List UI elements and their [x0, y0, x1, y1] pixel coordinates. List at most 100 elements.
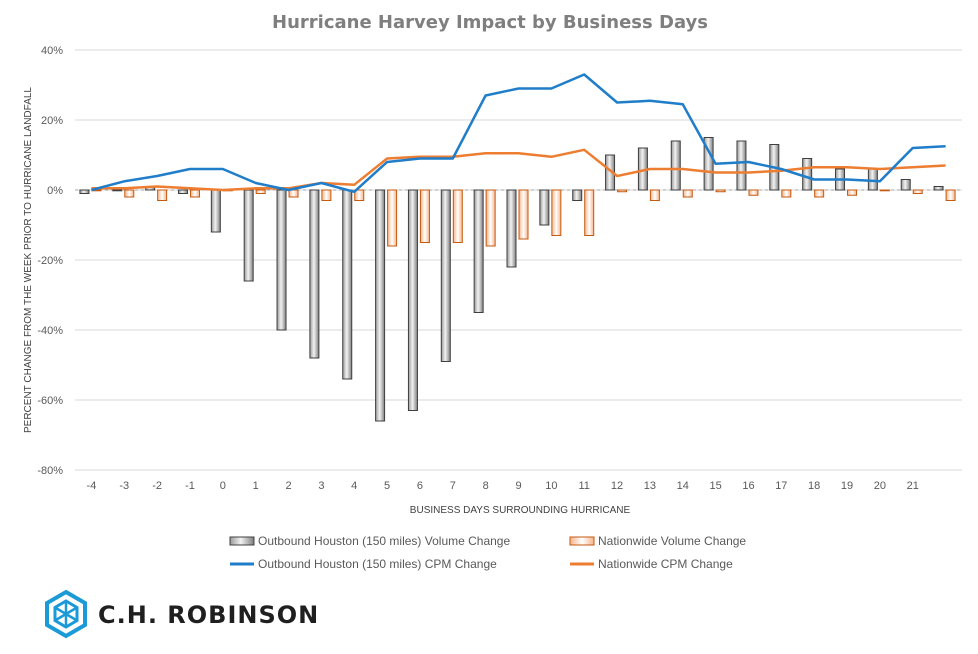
bar-houston-volume [342, 189, 353, 380]
x-tick-label: 13 [644, 480, 656, 492]
bar-houston-volume [506, 189, 517, 268]
bar-nationwide-volume [617, 189, 628, 193]
x-tick-label: 3 [318, 480, 324, 492]
x-tick-label: 11 [578, 480, 589, 492]
bar-nationwide-volume [584, 189, 595, 236]
bar-houston-volume [933, 186, 944, 191]
x-tick-label: -1 [185, 480, 195, 492]
x-tick-label: 17 [775, 480, 787, 492]
x-tick-label: 18 [808, 480, 820, 492]
y-tick-label: -20% [37, 255, 63, 267]
logo-mark-icon [45, 589, 87, 639]
bar-houston-volume [670, 140, 681, 191]
x-tick-label: 7 [450, 480, 456, 492]
x-tick-label: 2 [285, 480, 291, 492]
bar-nationwide-volume [387, 189, 398, 247]
bar-houston-volume [309, 189, 320, 359]
bar-nationwide-volume [781, 189, 792, 198]
x-tick-label: 14 [677, 480, 689, 492]
x-tick-label: 1 [253, 480, 259, 492]
x-tick-label: 8 [483, 480, 489, 492]
bar-nationwide-volume [682, 189, 693, 198]
x-tick-label: 0 [220, 480, 226, 492]
bar-houston-volume [112, 189, 123, 192]
bar-nationwide-volume [814, 189, 825, 198]
bar-houston-volume [79, 189, 90, 194]
legend: Outbound Houston (150 miles) Volume Chan… [229, 534, 746, 571]
gridlines [75, 49, 962, 471]
legend-label-houston-cpm: Outbound Houston (150 miles) CPM Change [258, 557, 497, 571]
bar-houston-volume [177, 189, 188, 194]
bar-nationwide-volume [551, 189, 562, 236]
bar-houston-volume [276, 189, 287, 331]
bar-nationwide-volume [419, 189, 430, 243]
bars [79, 137, 956, 422]
y-tick-label: -60% [37, 395, 63, 407]
y-tick-label: -80% [37, 465, 63, 477]
bar-nationwide-volume [649, 189, 660, 201]
x-tick-label: -3 [119, 480, 129, 492]
bar-nationwide-volume [452, 189, 463, 243]
bar-nationwide-volume [945, 189, 956, 201]
bar-nationwide-volume [124, 189, 135, 198]
x-tick-label: 15 [709, 480, 721, 492]
legend-swatch-houston-volume [229, 536, 255, 546]
chart-title: Hurricane Harvey Impact by Business Days [272, 12, 708, 33]
legend-label-nationwide-volume: Nationwide Volume Change [598, 534, 746, 548]
x-tick-label: 12 [611, 480, 623, 492]
x-tick-label: 4 [351, 480, 357, 492]
x-tick-label: 16 [742, 480, 754, 492]
bar-houston-volume [473, 189, 484, 313]
legend-label-houston-volume: Outbound Houston (150 miles) Volume Chan… [258, 534, 510, 548]
bar-nationwide-volume [255, 189, 266, 194]
bar-houston-volume [375, 189, 386, 422]
bar-nationwide-volume [157, 189, 168, 201]
legend-label-nationwide-cpm: Nationwide CPM Change [598, 557, 733, 571]
bar-nationwide-volume [288, 189, 299, 198]
logo-text: C.H. ROBINSON [98, 601, 319, 629]
bar-houston-volume [440, 189, 451, 362]
bar-houston-volume [243, 189, 254, 282]
x-tick-label: 20 [874, 480, 886, 492]
y-tick-label: 40% [41, 45, 63, 57]
bar-nationwide-volume [748, 189, 759, 196]
ch-robinson-logo: C.H. ROBINSON [45, 589, 319, 639]
x-tick-label: -4 [87, 480, 97, 492]
bar-nationwide-volume [715, 189, 726, 193]
bar-houston-volume [572, 189, 583, 201]
bar-nationwide-volume [189, 189, 200, 198]
y-axis-ticks: 40% 20% 0% -20% -40% -60% -80% [37, 45, 63, 477]
x-tick-label: 6 [417, 480, 423, 492]
line-houston-cpm [91, 73, 946, 194]
bar-nationwide-volume [847, 189, 858, 196]
x-tick-label: 5 [384, 480, 390, 492]
x-tick-label: 19 [841, 480, 853, 492]
bar-nationwide-volume [485, 189, 496, 247]
bar-houston-volume [736, 140, 747, 191]
bar-nationwide-volume [354, 189, 365, 201]
legend-swatch-nationwide-volume [569, 536, 595, 546]
y-tick-label: 0% [47, 185, 63, 197]
bar-houston-volume [210, 189, 221, 233]
x-tick-label: 9 [515, 480, 521, 492]
y-tick-label: -40% [37, 325, 63, 337]
series-lines [91, 73, 946, 194]
bar-nationwide-volume [879, 189, 890, 192]
bar-houston-volume [703, 137, 714, 191]
bar-houston-volume [539, 189, 550, 226]
line-nationwide-cpm [91, 148, 946, 192]
bar-houston-volume [900, 179, 911, 191]
x-axis-ticks: -4 -3 -2 -1 0 1 2 3 4 5 6 7 8 9 10 11 12 13 14 15 16 17 18 19 20… [87, 480, 919, 492]
bar-houston-volume [407, 189, 418, 411]
y-axis-label: PERCENT CHANGE FROM THE WEEK PRIOR TO HU… [23, 87, 34, 433]
bar-houston-volume [802, 158, 813, 191]
x-tick-label: 21 [907, 480, 919, 492]
x-tick-label: -2 [152, 480, 162, 492]
bar-nationwide-volume [912, 189, 923, 194]
bar-nationwide-volume [321, 189, 332, 201]
x-tick-label: 10 [545, 480, 557, 492]
x-axis-label: BUSINESS DAYS SURROUNDING HURRICANE [410, 505, 631, 516]
y-tick-label: 20% [41, 115, 63, 127]
bar-nationwide-volume [518, 189, 529, 240]
